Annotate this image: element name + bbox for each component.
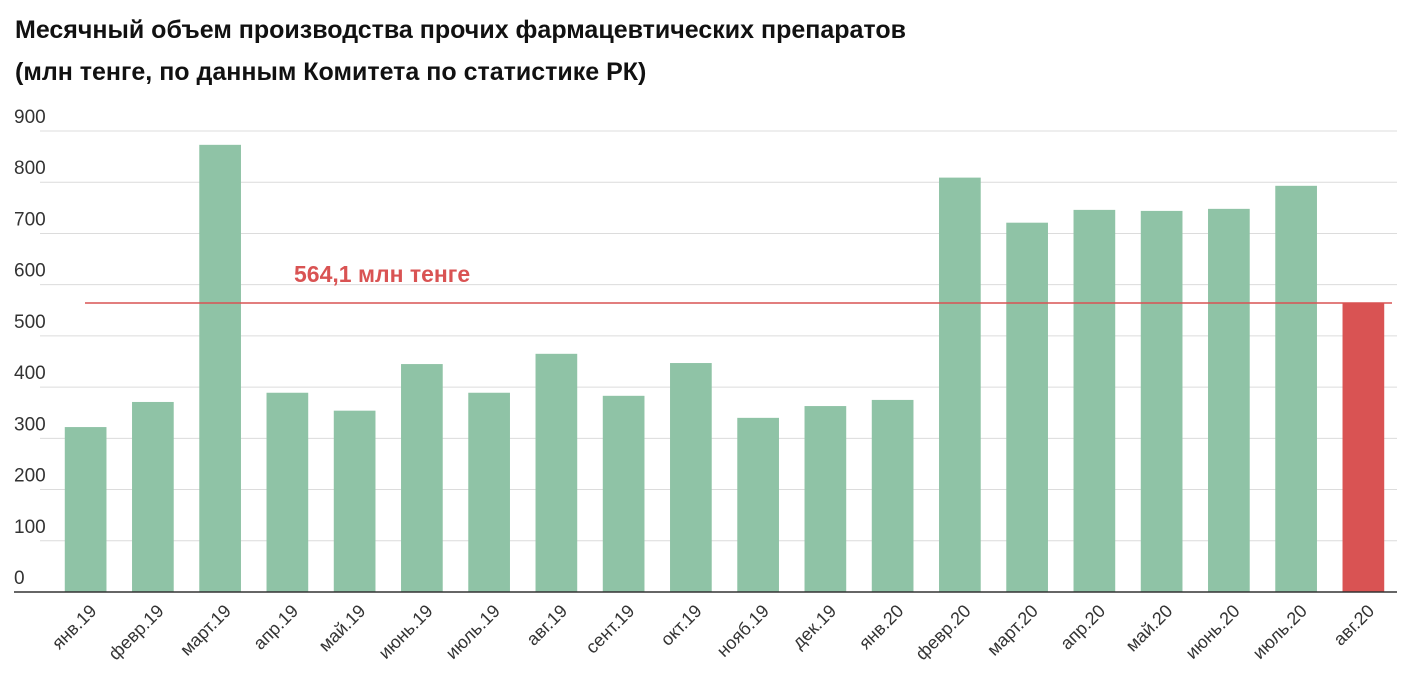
x-tick-label: нояб.19 [713, 601, 773, 661]
bar [1006, 222, 1048, 592]
x-tick-label: июль.19 [442, 601, 504, 663]
x-tick-label: июль.20 [1249, 601, 1311, 663]
x-tick-label: янв.20 [855, 601, 908, 654]
x-tick-label: май.20 [1122, 601, 1177, 656]
bar [468, 392, 510, 592]
bar [670, 363, 712, 592]
bar [871, 399, 914, 592]
y-tick-label: 300 [14, 414, 46, 435]
y-tick-label: 800 [14, 158, 46, 179]
bar [1208, 208, 1250, 592]
reference-label: 564,1 млн тенге [294, 261, 470, 287]
bar [64, 427, 107, 592]
x-tick-label: апр.20 [1056, 601, 1109, 654]
y-tick-label: 100 [14, 517, 46, 538]
x-tick-label: февр.20 [911, 601, 974, 664]
bar [804, 406, 847, 592]
x-tick-label: июнь.20 [1182, 601, 1244, 663]
bar [602, 395, 645, 592]
x-tick-label: март.20 [983, 601, 1042, 660]
x-tick-label: авг.19 [522, 601, 571, 650]
x-tick-label: янв.19 [48, 601, 101, 654]
x-tick-label: апр.19 [249, 601, 302, 654]
x-tick-label: июнь.19 [375, 601, 437, 663]
bar [266, 392, 309, 592]
y-tick-label: 0 [14, 568, 25, 589]
bar [737, 417, 779, 592]
y-tick-label: 900 [14, 107, 46, 128]
x-tick-label: май.19 [315, 601, 370, 656]
bar [401, 364, 443, 592]
x-tick-label: окт.19 [657, 601, 706, 650]
x-tick-label: февр.19 [104, 601, 167, 664]
y-tick-label: 500 [14, 312, 46, 333]
x-tick-label: дек.19 [788, 601, 840, 653]
chart-title: Месячный объем производства прочих фарма… [15, 16, 906, 44]
bar [132, 401, 174, 592]
bar [1342, 303, 1385, 592]
chart-subtitle: (млн тенге, по данным Комитета по статис… [15, 58, 646, 86]
bar [939, 177, 981, 592]
x-tick-label: авг.20 [1329, 601, 1378, 650]
y-tick-label: 700 [14, 209, 46, 230]
bar [1140, 210, 1183, 592]
y-tick-label: 200 [14, 466, 46, 487]
bar [199, 144, 241, 592]
x-tick-label: сент.19 [582, 601, 639, 658]
bar [535, 353, 578, 592]
y-tick-label: 600 [14, 261, 46, 282]
bar [1275, 185, 1317, 592]
y-tick-label: 400 [14, 363, 46, 384]
bar [333, 410, 376, 592]
bar [1073, 209, 1116, 593]
x-tick-label: март.19 [176, 601, 235, 660]
